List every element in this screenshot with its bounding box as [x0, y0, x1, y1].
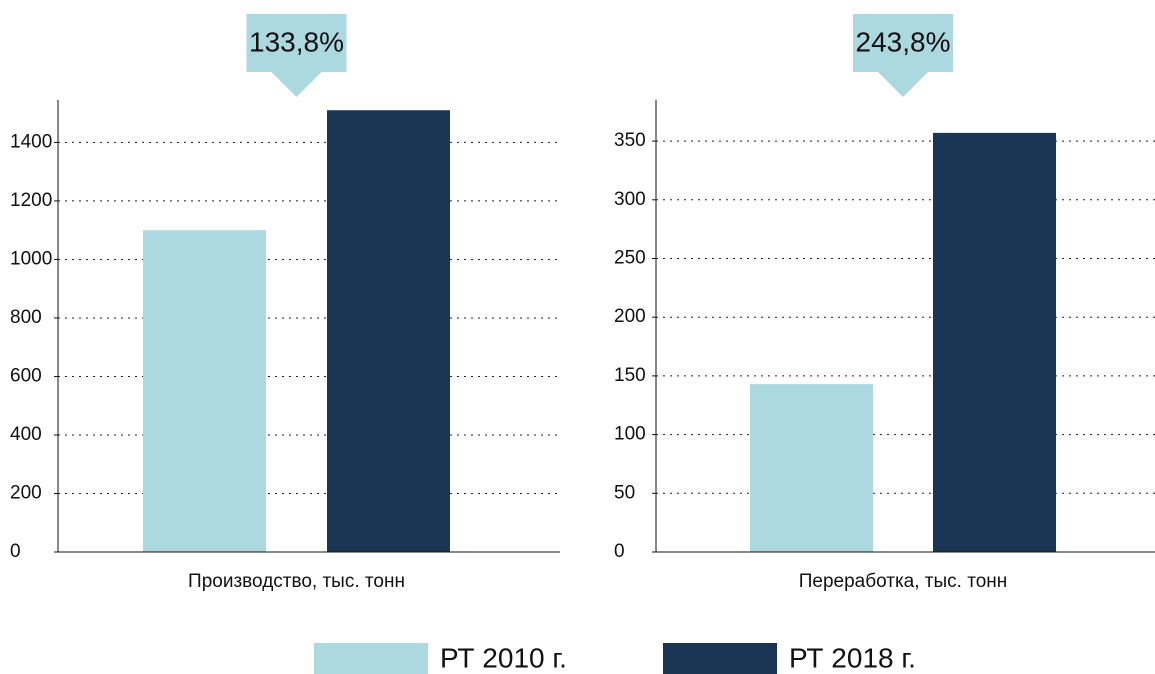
annotation: 133,8%: [249, 26, 344, 57]
legend-label: РТ 2010 г.: [440, 642, 567, 673]
bar: [143, 230, 266, 553]
legend-label: РТ 2018 г.: [789, 642, 916, 673]
annotation: 243,8%: [856, 26, 951, 57]
y-tick-label: 1200: [10, 190, 52, 211]
y-tick-label: 250: [614, 248, 646, 269]
callout: [853, 14, 953, 97]
y-tick-label: 200: [10, 483, 42, 504]
bar: [327, 110, 450, 553]
legend-swatch: [314, 643, 428, 674]
x-axis-label: Переработка, тыс. тонн: [799, 571, 1008, 592]
bar: [933, 132, 1056, 552]
y-tick-label: 0: [614, 541, 625, 562]
y-tick-label: 50: [614, 482, 635, 503]
bar: [750, 384, 873, 552]
y-tick-label: 150: [614, 365, 646, 386]
y-tick-label: 350: [614, 130, 646, 151]
y-tick-label: 1400: [10, 131, 52, 152]
y-tick-label: 200: [614, 306, 646, 327]
y-tick-label: 800: [10, 307, 42, 328]
y-tick-label: 300: [614, 189, 646, 210]
x-axis-label: Производство, тыс. тонн: [188, 571, 405, 592]
y-tick-label: 100: [614, 424, 646, 445]
y-tick-label: 400: [10, 424, 42, 445]
y-tick-label: 600: [10, 365, 42, 386]
legend-swatch: [663, 643, 777, 674]
y-tick-label: 0: [10, 541, 21, 562]
callout: [246, 14, 347, 97]
y-tick-label: 1000: [10, 248, 52, 269]
